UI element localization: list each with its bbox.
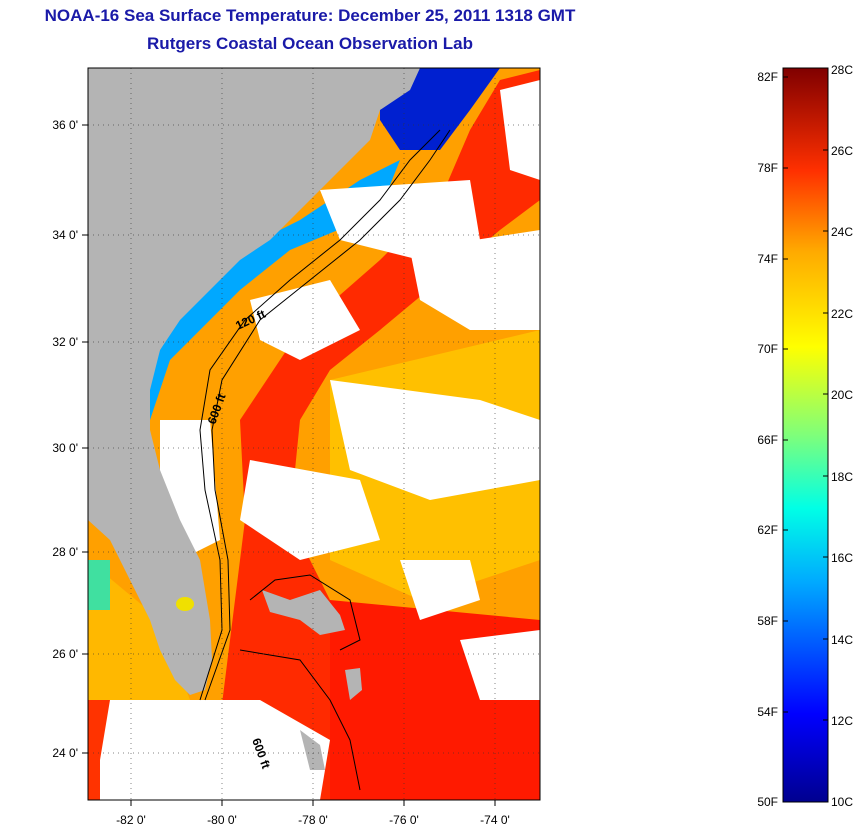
colorbar-celsius-label: 16C: [831, 551, 853, 565]
colorbar-fahrenheit-label: 66F: [757, 433, 778, 447]
lon-tick-label: -78 0': [298, 813, 328, 827]
colorbar-fahrenheit-label: 74F: [757, 252, 778, 266]
lon-tick-label: -74 0': [480, 813, 510, 827]
lat-tick-label: 34 0': [52, 228, 78, 242]
isobath-lines: [199, 129, 451, 791]
colorbar: [782, 67, 829, 803]
colorbar-celsius-label: 24C: [831, 225, 853, 239]
colorbar-fahrenheit-label: 82F: [757, 70, 778, 84]
colorbar-fahrenheit-label: 70F: [757, 342, 778, 356]
lon-tick-label: -80 0': [207, 813, 237, 827]
lon-tick-label: -82 0': [116, 813, 146, 827]
lat-tick-label: 36 0': [52, 118, 78, 132]
colorbar-celsius-label: 28C: [831, 63, 853, 77]
land-andros: [345, 668, 362, 700]
colorbar-celsius-label: 18C: [831, 470, 853, 484]
map-title: NOAA-16 Sea Surface Temperature: Decembe…: [44, 6, 576, 25]
lon-tick-label: -76 0': [389, 813, 419, 827]
land-bahamas-south: [300, 730, 325, 770]
graticule: [88, 68, 540, 800]
colorbar-celsius-label: 26C: [831, 144, 853, 158]
lat-tick-label: 28 0': [52, 545, 78, 559]
colorbar-fahrenheit-label: 62F: [757, 523, 778, 537]
colorbar-ticks: [783, 67, 828, 721]
colorbar-celsius-label: 20C: [831, 388, 853, 402]
land-mainland: [88, 68, 420, 695]
colorbar-celsius-label: 12C: [831, 714, 853, 728]
colorbar-fahrenheit-label: 54F: [757, 705, 778, 719]
lat-tick-label: 26 0': [52, 647, 78, 661]
land-bahamas-north: [262, 590, 345, 635]
colorbar-fahrenheit-label: 58F: [757, 614, 778, 628]
colorbar-celsius-label: 14C: [831, 633, 853, 647]
colorbar-celsius-label: 22C: [831, 307, 853, 321]
lake-okeechobee: [176, 597, 194, 611]
lat-tick-label: 32 0': [52, 335, 78, 349]
map-frame: [87, 67, 541, 801]
lat-tick-label: 30 0': [52, 441, 78, 455]
gulf-warm-water: [88, 560, 190, 700]
cold-gulf-coast: [88, 560, 110, 610]
map-subtitle: Rutgers Coastal Ocean Observation Lab: [147, 34, 473, 53]
colorbar-fahrenheit-label: 78F: [757, 161, 778, 175]
colorbar-fahrenheit-label: 50F: [757, 795, 778, 809]
colorbar-celsius-label: 10C: [831, 795, 853, 809]
cloud-cover: [100, 80, 540, 800]
lat-tick-label: 24 0': [52, 746, 78, 760]
